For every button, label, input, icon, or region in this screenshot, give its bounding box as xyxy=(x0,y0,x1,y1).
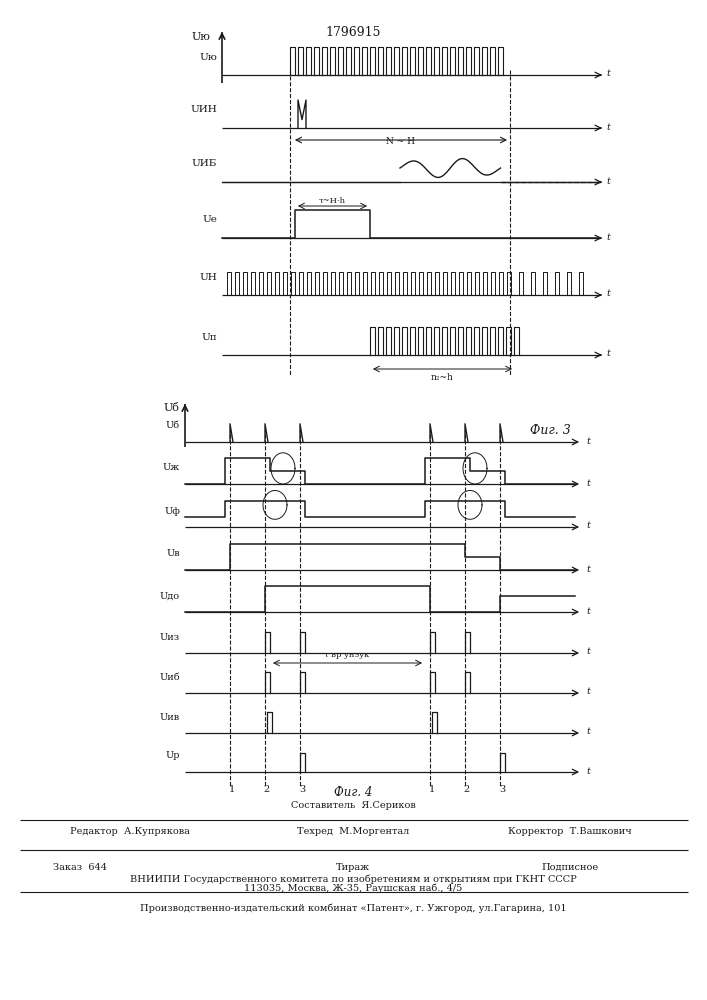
Text: t: t xyxy=(606,70,610,79)
Text: Uиб: Uиб xyxy=(159,672,180,682)
Text: Uб: Uб xyxy=(166,422,180,430)
Text: Заказ  644: Заказ 644 xyxy=(53,862,107,871)
Text: Подписное: Подписное xyxy=(542,862,599,871)
Text: Uф: Uф xyxy=(164,506,180,516)
Text: Uр: Uр xyxy=(165,752,180,760)
Text: t: t xyxy=(606,122,610,131)
Text: Техред  М.Моргентал: Техред М.Моргентал xyxy=(297,828,409,836)
Text: Uю: Uю xyxy=(199,52,217,62)
Text: τ вр унзук: τ вр унзук xyxy=(325,651,370,659)
Text: 113035, Москва, Ж-35, Раушская наб., 4/5: 113035, Москва, Ж-35, Раушская наб., 4/5 xyxy=(244,883,462,893)
Text: Производственно-издательский комбинат «Патент», г. Ужгород, ул.Гагарина, 101: Производственно-издательский комбинат «П… xyxy=(140,903,566,913)
Text: 1: 1 xyxy=(229,786,235,794)
Text: Uв: Uв xyxy=(166,550,180,558)
Text: Uиз: Uиз xyxy=(160,633,180,642)
Text: UН: UН xyxy=(199,272,217,282)
Text: UИН: UИН xyxy=(190,105,217,114)
Text: 2: 2 xyxy=(264,786,270,794)
Text: t: t xyxy=(586,648,590,656)
Text: τ~H·h: τ~H·h xyxy=(318,197,346,205)
Text: ВНИИПИ Государственного комитета по изобретениям и открытиям при ГКНТ СССР: ВНИИПИ Государственного комитета по изоб… xyxy=(129,874,576,884)
Text: t: t xyxy=(606,290,610,298)
Text: t: t xyxy=(606,176,610,186)
Text: Фиг. 4: Фиг. 4 xyxy=(334,786,372,798)
Text: t: t xyxy=(586,606,590,615)
Text: t: t xyxy=(606,232,610,241)
Text: Uб: Uб xyxy=(164,403,180,413)
Text: 1796915: 1796915 xyxy=(325,25,381,38)
Text: Редактор  А.Купрякова: Редактор А.Купрякова xyxy=(70,828,190,836)
Text: Тираж: Тираж xyxy=(336,862,370,871)
Text: Составитель  Я.Сериков: Составитель Я.Сериков xyxy=(291,800,416,810)
Text: t: t xyxy=(586,564,590,574)
Text: UИБ: UИБ xyxy=(192,159,217,168)
Text: Uю: Uю xyxy=(191,32,210,42)
Text: Фиг. 3: Фиг. 3 xyxy=(530,424,571,436)
Text: 2: 2 xyxy=(464,786,470,794)
Text: Uп: Uп xyxy=(201,332,217,342)
Text: t: t xyxy=(586,688,590,696)
Text: Корректор  Т.Вашкович: Корректор Т.Вашкович xyxy=(508,828,632,836)
Text: t: t xyxy=(586,766,590,776)
Text: 3: 3 xyxy=(299,786,305,794)
Text: Uдо: Uдо xyxy=(160,591,180,600)
Text: t: t xyxy=(586,479,590,488)
Text: Uив: Uив xyxy=(160,712,180,722)
Text: 3: 3 xyxy=(499,786,505,794)
Text: n₂~h: n₂~h xyxy=(431,372,453,381)
Text: t: t xyxy=(586,728,590,736)
Text: t: t xyxy=(606,350,610,359)
Text: t: t xyxy=(586,522,590,530)
Text: t: t xyxy=(586,436,590,446)
Text: Uе: Uе xyxy=(202,216,217,225)
Text: N ~ H: N ~ H xyxy=(385,136,414,145)
Text: Uж: Uж xyxy=(163,464,180,473)
Text: 1: 1 xyxy=(429,786,435,794)
